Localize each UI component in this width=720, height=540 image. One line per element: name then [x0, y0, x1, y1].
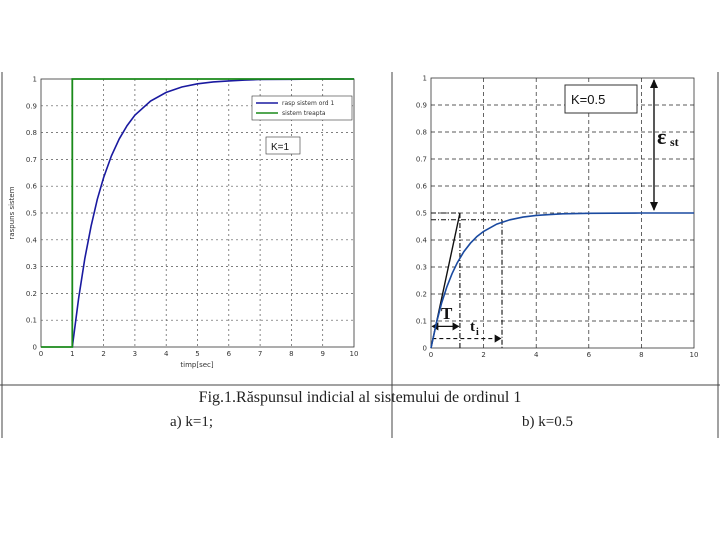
y-tick-label: 0.4: [26, 236, 38, 244]
y-tick-label: 0.7: [26, 156, 37, 164]
x-tick-label: 0: [429, 351, 433, 359]
ticks: 0 2 4 6 8 10 0 0.1 0.2 0.3 0.4 0.5 0.6 0.7 0.8 0.9 1: [416, 75, 699, 360]
y-tick-label: 0.9: [416, 102, 427, 110]
x-tick-label: 0: [39, 350, 43, 358]
ti-label: t: [470, 319, 475, 335]
y-tick-label: 0.4: [416, 237, 428, 245]
annotation-k1: K=1: [271, 142, 290, 153]
legend-label-1: sistem treapta: [282, 110, 326, 117]
x-tick-label: 8: [639, 351, 643, 359]
x-tick-label: 10: [350, 350, 359, 358]
ticks: 0 1 2 3 4 5 6 7 8 9 10 0 0.1 0.2 0.3 0.4 0.5 0.6 0.7 0.8 0.9…: [26, 76, 359, 359]
series-line-1: [41, 78, 354, 348]
figure-caption: Fig.1.Răspunsul indicial al sistemului d…: [198, 389, 522, 406]
y-tick-label: 0.3: [26, 263, 37, 271]
x-tick-label: 4: [534, 351, 539, 359]
x-tick-label: 7: [258, 350, 262, 358]
x-tick-label: 4: [164, 350, 169, 358]
x-tick-label: 8: [289, 350, 293, 358]
y-tick-label: 0.9: [26, 102, 37, 110]
x-tick-label: 1: [70, 350, 74, 358]
series-group: [41, 78, 354, 348]
y-tick-label: 0.2: [416, 291, 427, 299]
y-tick-label: 0.6: [416, 183, 428, 191]
t-label: T: [441, 304, 453, 323]
legend-label-0: rasp sistem ord 1: [282, 100, 334, 107]
epsilon-arrowhead-bottom: [650, 202, 658, 211]
chart-a: 0 1 2 3 4 5 6 7 8 9 10 0 0.1 0.2 0.3 0.4 0.5 0.6 0.7 0.8 0.9…: [8, 76, 358, 370]
ti-subscript: i: [476, 327, 479, 338]
x-axis-label: timp[sec]: [180, 361, 213, 369]
annotation-box: [265, 136, 301, 155]
series-group: [430, 212, 694, 349]
y-tick-label: 0.2: [26, 290, 37, 298]
subcaption-a: a) k=1;: [170, 414, 214, 430]
y-tick-label: 1: [33, 76, 37, 84]
y-tick-label: 0: [33, 344, 37, 352]
y-tick-label: 0.1: [416, 318, 427, 326]
x-tick-label: 6: [587, 351, 592, 359]
x-tick-label: 6: [227, 350, 232, 358]
y-tick-label: 0.3: [416, 264, 427, 272]
x-tick-label: 2: [101, 350, 105, 358]
y-tick-label: 0.6: [26, 183, 38, 191]
annotation-box: [564, 84, 638, 114]
epsilon-arrowhead-top: [650, 79, 658, 88]
y-tick-label: 0.8: [416, 129, 427, 137]
legend-box: [251, 95, 353, 121]
y-tick-label: 0.7: [416, 156, 427, 164]
chart-b: 0 2 4 6 8 10 0 0.1 0.2 0.3 0.4 0.5 0.6 0.7 0.8 0.9 1 K=0…: [416, 75, 699, 360]
series-line-0: [430, 212, 694, 349]
construction-lines: [430, 212, 503, 349]
x-tick-label: 5: [195, 350, 199, 358]
grid: [41, 79, 354, 347]
x-tick-label: 2: [481, 351, 485, 359]
y-tick-label: 0: [423, 345, 427, 353]
y-tick-label: 1: [423, 75, 427, 83]
ti-arrowhead-right: [494, 334, 502, 343]
y-axis-label: raspuns sistem: [8, 186, 16, 239]
epsilon-subscript: st: [670, 135, 679, 149]
x-tick-label: 10: [690, 351, 699, 359]
y-tick-label: 0.5: [26, 210, 37, 218]
x-tick-label: 3: [133, 350, 137, 358]
x-tick-label: 9: [320, 350, 324, 358]
subcaption-b: b) k=0.5: [522, 414, 573, 430]
y-tick-label: 0.1: [26, 317, 37, 325]
epsilon-symbol: ε: [657, 124, 666, 149]
annotation-k05: K=0.5: [571, 92, 605, 107]
y-tick-label: 0.5: [416, 210, 427, 218]
y-tick-label: 0.8: [26, 129, 37, 137]
t-arrowhead-right: [452, 322, 460, 331]
legend: rasp sistem ord 1 sistem treapta: [251, 95, 353, 121]
